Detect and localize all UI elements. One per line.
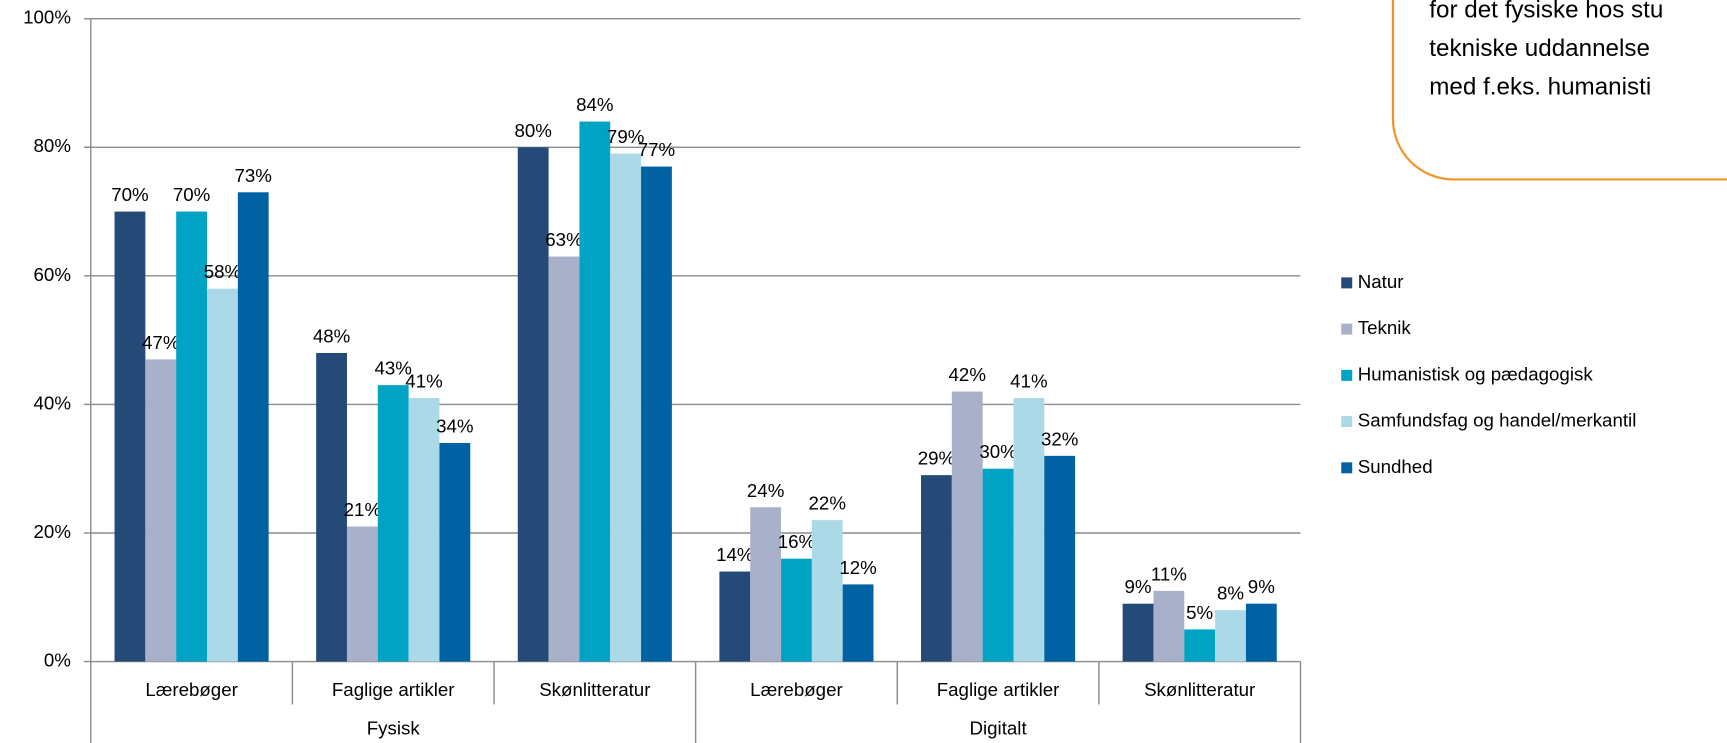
bar (641, 166, 672, 662)
value-label: 73% (235, 165, 272, 186)
value-label: 9% (1125, 576, 1152, 597)
x-tick-label: Skønlitteratur (1144, 679, 1255, 700)
bar (206, 288, 238, 662)
value-label: 48% (313, 326, 350, 347)
bar (579, 121, 611, 662)
bar (1044, 455, 1076, 662)
x-tick-label: Skønlitteratur (539, 679, 650, 700)
bar (781, 558, 812, 662)
annotation-box (1391, 0, 1727, 181)
value-label: 47% (142, 332, 179, 353)
value-label: 41% (405, 371, 442, 392)
bar (145, 359, 177, 662)
value-label: 41% (1010, 371, 1047, 392)
value-label: 12% (839, 557, 876, 578)
y-tick-label: 80% (34, 135, 71, 156)
legend-label: Teknik (1358, 317, 1412, 338)
bar (1122, 603, 1154, 662)
value-label: 63% (545, 229, 582, 250)
value-label: 43% (374, 358, 411, 379)
value-label: 16% (778, 531, 815, 552)
value-label: 77% (638, 139, 675, 160)
bar (1184, 629, 1216, 662)
bar (517, 147, 549, 662)
bar (439, 442, 471, 662)
value-label: 70% (173, 184, 210, 205)
value-label: 58% (204, 261, 241, 282)
legend-label: Sundhed (1358, 456, 1433, 477)
legend-swatch (1341, 369, 1353, 381)
bar (750, 507, 782, 662)
x-tick-label: Lærebøger (750, 679, 843, 700)
legend-swatch (1341, 416, 1353, 428)
value-label: 34% (436, 416, 473, 437)
annotation-text: for det fysiske hos stu (1429, 0, 1663, 24)
bar (1013, 397, 1045, 662)
value-label: 80% (514, 120, 551, 141)
y-tick-label: 60% (34, 264, 71, 285)
value-label: 79% (607, 126, 644, 147)
bar (982, 468, 1014, 662)
legend-swatch (1341, 277, 1353, 289)
value-label: 84% (576, 94, 613, 115)
bar (842, 584, 874, 662)
y-tick-label: 40% (34, 392, 71, 413)
value-label: 29% (918, 448, 955, 469)
bar (719, 571, 751, 662)
y-tick-label: 20% (34, 521, 71, 542)
legend-label: Humanistisk og pædagogisk (1358, 363, 1594, 384)
value-label: 9% (1248, 576, 1275, 597)
bar (176, 211, 207, 662)
value-label: 32% (1041, 428, 1078, 449)
bar (921, 475, 952, 662)
value-label: 8% (1217, 583, 1244, 604)
value-label: 5% (1186, 602, 1213, 623)
bar (610, 153, 642, 662)
x-tick-label: Faglige artikler (332, 679, 455, 700)
x-tick-label: Faglige artikler (937, 679, 1060, 700)
bar (377, 385, 409, 662)
value-label: 22% (809, 493, 846, 514)
bar (811, 520, 843, 662)
value-label: 11% (1151, 563, 1187, 584)
bar (1215, 610, 1246, 662)
bar (1153, 590, 1185, 662)
bar (346, 526, 378, 662)
bar (548, 256, 580, 662)
y-tick-label: 0% (44, 649, 71, 670)
legend-label: Samfundsfag og handel/merkantil (1358, 410, 1637, 431)
value-label: 42% (949, 364, 986, 385)
value-label: 24% (747, 480, 784, 501)
y-tick-label: 100% (23, 7, 71, 28)
group-label: Digitalt (969, 718, 1027, 739)
bar (114, 211, 146, 662)
annotation-text: med f.eks. humanisti (1429, 74, 1651, 101)
value-label: 70% (111, 184, 148, 205)
x-tick-label: Lærebøger (145, 679, 238, 700)
value-label: 30% (979, 441, 1016, 462)
bar (408, 397, 440, 662)
group-label: Fysisk (367, 718, 421, 739)
bar (951, 391, 983, 662)
bar (316, 352, 347, 662)
legend-label: Natur (1358, 271, 1404, 292)
bar (237, 192, 269, 662)
legend-swatch (1341, 323, 1353, 335)
legend-swatch (1341, 462, 1353, 474)
value-label: 21% (344, 499, 381, 520)
value-label: 14% (716, 544, 753, 565)
bar (1245, 603, 1277, 662)
annotation-text: tekniske uddannelse (1429, 35, 1650, 62)
